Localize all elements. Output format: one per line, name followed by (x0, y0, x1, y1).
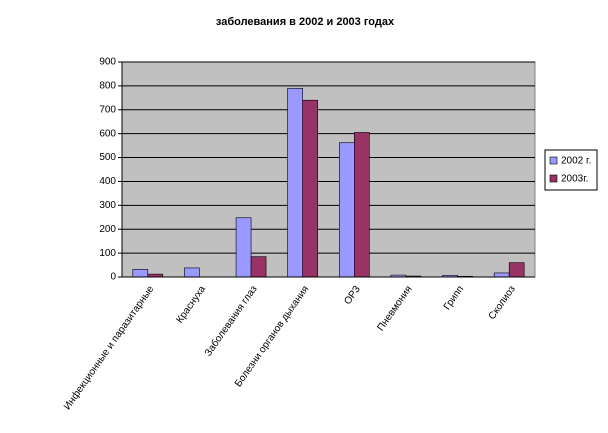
x-tick-label: Сколиоз (487, 284, 518, 322)
y-tick-label: 300 (99, 200, 116, 211)
chart-title: заболевания в 2002 и 2003 годах (216, 16, 395, 28)
x-tick-label: ОРЗ (342, 284, 363, 307)
y-tick-label: 100 (99, 248, 116, 259)
bar (354, 132, 370, 278)
legend-swatch (549, 156, 558, 165)
bar (339, 142, 355, 278)
legend-label: 2003г. (561, 174, 588, 185)
y-tick-label: 600 (99, 128, 116, 139)
x-tick-label: Заболевания глаз (202, 283, 260, 359)
legend-label: 2002 г. (561, 156, 591, 167)
bar (302, 99, 318, 278)
x-tick-label: Пневмония (375, 284, 414, 333)
bar (235, 217, 252, 278)
y-tick-label: 200 (99, 224, 116, 235)
legend-swatch (549, 174, 558, 183)
plot-area (121, 61, 536, 278)
y-tick-label: 900 (99, 57, 116, 68)
bar (184, 267, 200, 278)
x-tick-label: Инфекционные и паразитарные (61, 283, 156, 412)
y-tick-label: 500 (99, 152, 116, 163)
bar (287, 87, 303, 278)
y-tick-label: 400 (99, 176, 116, 187)
bar (508, 262, 525, 278)
bar (132, 269, 149, 278)
x-tick-label: Грипп (442, 284, 466, 312)
y-tick-label: 0 (110, 272, 116, 283)
y-tick-label: 800 (99, 81, 116, 92)
bar (250, 256, 267, 278)
legend-box (544, 149, 598, 191)
bar (493, 272, 510, 278)
x-tick-label: Краснуха (174, 284, 208, 326)
y-tick-label: 700 (99, 104, 116, 115)
